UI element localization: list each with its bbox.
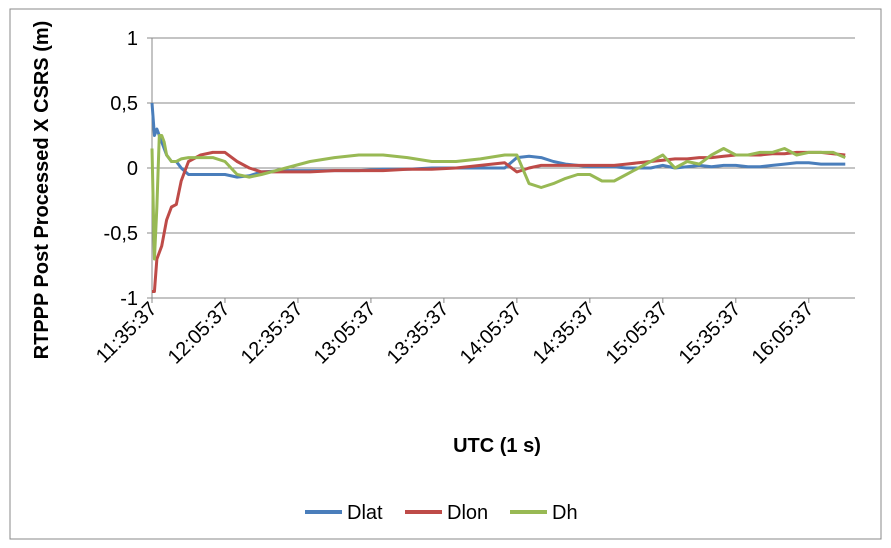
y-tick-label: 1 bbox=[127, 28, 138, 50]
legend-label: Dlat bbox=[347, 502, 383, 524]
x-axis-title: UTC (1 s) bbox=[453, 435, 541, 457]
y-tick-label: 0 bbox=[127, 158, 138, 180]
chart-border bbox=[9, 8, 882, 540]
legend-label: Dlon bbox=[447, 502, 488, 524]
series-line bbox=[150, 134, 846, 261]
y-tick-label: 0,5 bbox=[110, 93, 138, 115]
y-tick-label: -0,5 bbox=[104, 223, 138, 245]
legend-label: Dh bbox=[552, 502, 578, 524]
y-tick-label: -1 bbox=[120, 288, 138, 310]
y-axis-title: RTPPP Post Processed X CSRS (m) bbox=[31, 21, 53, 360]
